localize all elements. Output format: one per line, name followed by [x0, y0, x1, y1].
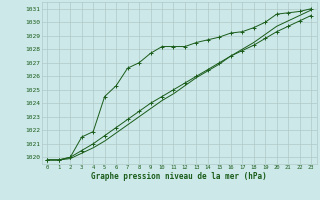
X-axis label: Graphe pression niveau de la mer (hPa): Graphe pression niveau de la mer (hPa)	[91, 172, 267, 181]
